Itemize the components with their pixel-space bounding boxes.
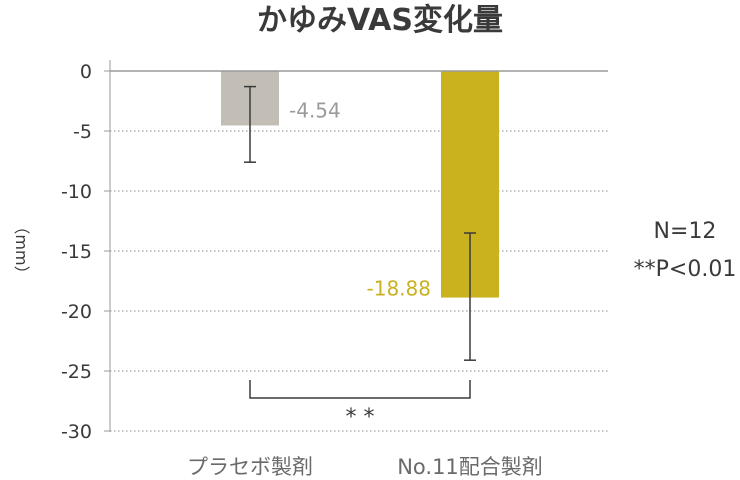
y-tick-label: 0 [80,61,92,83]
y-tick-label: -30 [61,421,92,443]
y-tick-label: -10 [61,181,92,203]
bars [221,71,499,298]
y-tick-label: -20 [61,301,92,323]
value-labels: -4.54 -18.88 [289,98,431,300]
sample-size-note: N=12 [654,219,717,244]
y-axis-ticks: 0 -5 -10 -15 -20 -25 -30 [61,61,110,443]
value-label: -4.54 [289,98,341,122]
y-axis-unit-label: （mm） [12,218,31,281]
category-label: プラセボ製剤 [187,455,313,479]
p-value-note: **P<0.01 [634,257,737,282]
chart-title: かゆみVAS変化量 [257,3,503,38]
significance-label: * * [346,405,375,430]
y-tick-label: -5 [73,121,92,143]
y-tick-label: -25 [61,361,92,383]
value-label: -18.88 [367,277,431,301]
grid [110,130,608,432]
significance-bracket [249,380,471,399]
error-bars [244,85,476,361]
category-label: No.11配合製剤 [397,455,543,479]
category-labels: プラセボ製剤 No.11配合製剤 [187,455,543,479]
y-tick-label: -15 [61,241,92,263]
